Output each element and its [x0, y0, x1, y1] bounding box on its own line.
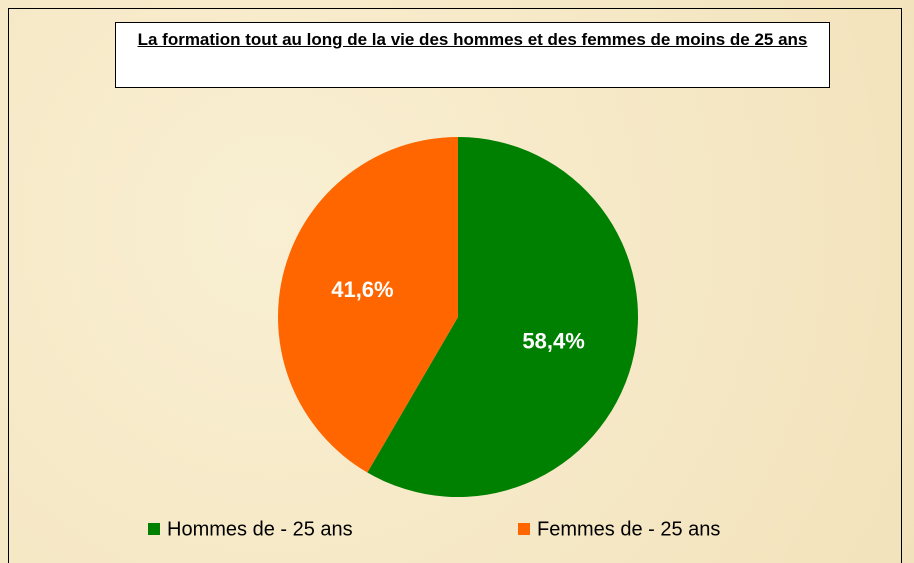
legend-label: Hommes de - 25 ans: [167, 518, 353, 540]
chart-frame: [8, 8, 902, 563]
data-label: 58,4%: [522, 329, 584, 354]
legend-swatch: [148, 523, 160, 535]
pie-slice: [367, 137, 639, 497]
legend-swatch: [518, 523, 530, 535]
pie-slice: [278, 137, 458, 473]
chart-title: La formation tout au long de la vie des …: [115, 22, 830, 88]
legend-label: Femmes de - 25 ans: [537, 518, 720, 540]
data-label: 41,6%: [331, 277, 393, 302]
